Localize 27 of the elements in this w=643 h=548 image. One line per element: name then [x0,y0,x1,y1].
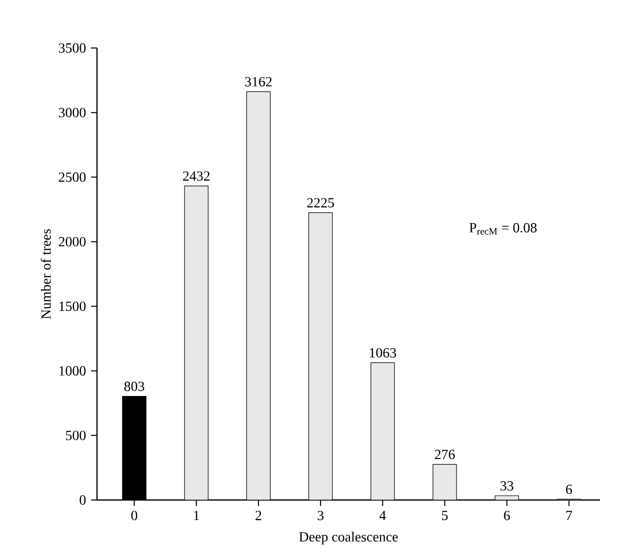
data-label: 6 [566,484,572,494]
x-axis-title: Deep coalescence [299,532,398,544]
x-tick-label: 2 [256,510,262,520]
y-tick-label: 2500 [58,172,86,182]
x-tick-label: 4 [379,510,386,520]
data-label: 803 [124,382,144,392]
data-label: 276 [434,450,455,460]
y-tick-label: 500 [66,430,86,440]
x-tick-label: 5 [442,510,448,520]
y-tick-label: 2000 [58,237,86,246]
x-tick-label: 7 [566,510,572,520]
x-tick-label: 0 [131,510,138,520]
data-label: 33 [500,481,514,491]
y-tick-label: 3000 [58,108,86,118]
data-label: 1063 [370,348,396,358]
x-tick-label: 1 [194,510,200,520]
x-tick-label: 6 [504,510,510,520]
data-label: 2432 [183,171,210,181]
x-tick-label: 3 [318,510,324,520]
y-axis-title: Number of trees [40,229,51,319]
y-tick-label: 0 [80,495,86,505]
data-label: 2225 [307,198,334,208]
annotation: P$_{recM}$ = 0.08 [469,223,537,235]
y-tick-label: 1500 [59,302,86,311]
y-tick-label: 3500 [58,43,86,53]
data-label: 3162 [245,77,272,86]
y-tick-label: 1000 [59,366,86,376]
